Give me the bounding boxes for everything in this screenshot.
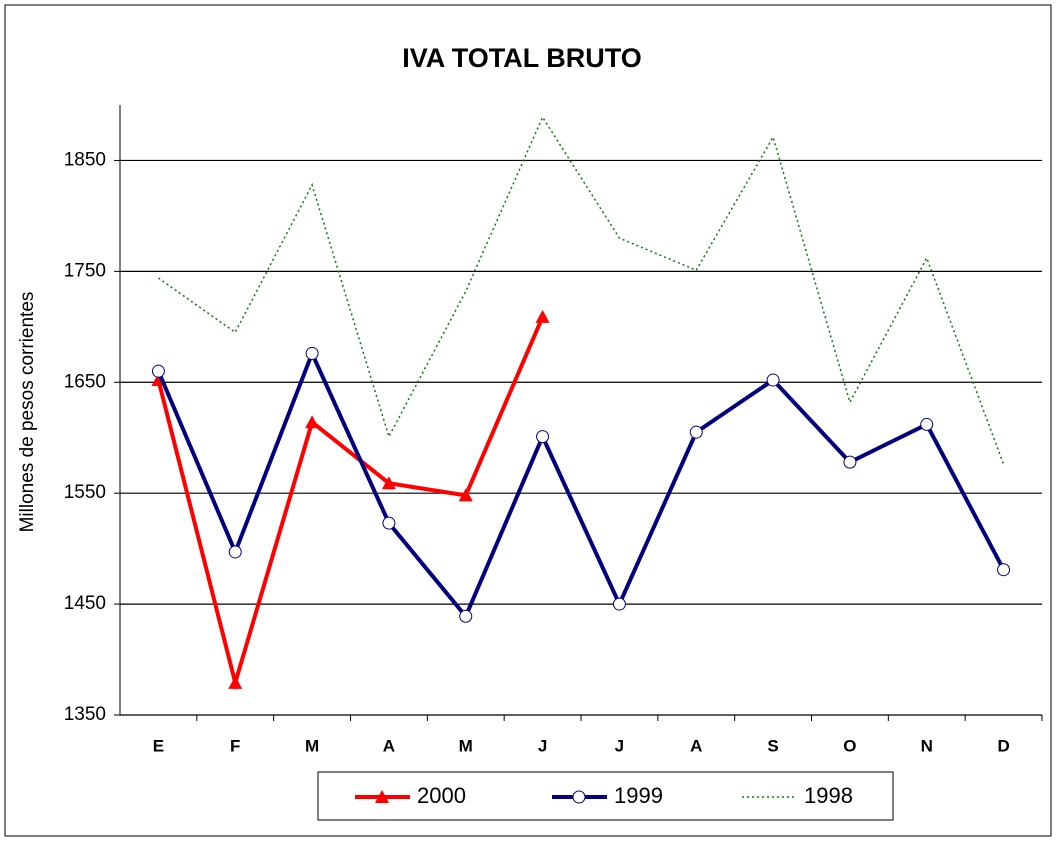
marker — [766, 373, 780, 387]
y-tick-label: 1750 — [64, 260, 106, 281]
marker — [305, 346, 319, 360]
y-tick-label: 1350 — [64, 704, 106, 725]
marker — [228, 545, 242, 559]
x-tick-label: J — [615, 736, 624, 755]
x-tick-label: A — [690, 736, 702, 755]
legend-label: 1998 — [804, 783, 853, 808]
marker — [381, 476, 396, 490]
series-line — [156, 348, 1006, 621]
x-tick-label: O — [843, 736, 856, 755]
y-axis-label: Millones de pesos corrientes — [17, 292, 38, 533]
x-tick-label: N — [921, 736, 933, 755]
chart-frame — [4, 4, 1052, 837]
marker — [689, 425, 703, 439]
x-tick-label: S — [767, 736, 778, 755]
marker — [843, 455, 857, 469]
marker — [920, 417, 934, 431]
marker — [536, 430, 550, 444]
x-tick-label: F — [230, 736, 240, 755]
series-line — [156, 316, 545, 691]
y-tick-label: 1850 — [64, 149, 106, 170]
marker — [458, 488, 473, 502]
x-tick-label: D — [997, 736, 1009, 755]
marker — [228, 675, 243, 689]
legend-marker — [572, 790, 586, 804]
x-tick-label: M — [459, 736, 473, 755]
marker — [535, 309, 550, 323]
chart-title: IVA TOTAL BRUTO — [402, 43, 642, 73]
x-tick-label: A — [383, 736, 395, 755]
x-tick-label: E — [153, 736, 164, 755]
legend-label: 1999 — [614, 783, 663, 808]
marker — [459, 609, 473, 623]
x-tick-label: J — [538, 736, 547, 755]
legend-label: 2000 — [417, 783, 466, 808]
marker — [305, 415, 320, 429]
y-tick-label: 1450 — [64, 593, 106, 614]
marker — [612, 597, 626, 611]
series-line — [157, 115, 1005, 465]
marker — [997, 563, 1011, 577]
y-tick-label: 1550 — [64, 482, 106, 503]
x-tick-label: M — [305, 736, 319, 755]
marker — [382, 516, 396, 530]
y-tick-label: 1650 — [64, 371, 106, 392]
legend-marker — [375, 790, 389, 803]
marker — [151, 364, 165, 378]
